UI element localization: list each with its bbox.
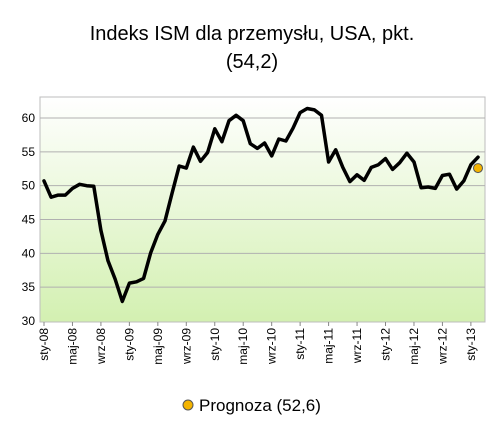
x-tick-label: wrz-12 [435, 328, 449, 365]
forecast-point [473, 163, 483, 174]
x-tick-label: wrz-10 [265, 328, 279, 365]
y-tick-label: 50 [22, 179, 36, 193]
y-tick-label: 40 [22, 246, 36, 260]
y-tick-label: 35 [22, 280, 36, 294]
chart-subtitle: (54,2) [226, 51, 278, 73]
x-tick-label: sty-10 [208, 328, 222, 361]
series-layer [42, 106, 483, 304]
x-tick-label: maj-10 [236, 328, 250, 365]
legend: Prognoza (52,6) [182, 396, 321, 415]
x-tick-label: sty-12 [379, 328, 393, 361]
x-axis-ticks: sty-08 maj-08 wrz-08 sty-09 maj-09 wrz-09 sty-… [37, 322, 478, 365]
legend-label: Prognoza (52,6) [199, 396, 321, 415]
y-tick-label: 45 [22, 213, 36, 227]
x-tick-label: sty-13 [464, 328, 478, 361]
x-tick-label: wrz-08 [94, 328, 108, 365]
x-tick-label: maj-08 [65, 328, 79, 365]
x-tick-label: maj-09 [151, 328, 165, 365]
x-tick-label: sty-08 [37, 328, 51, 361]
x-tick-label: wrz-09 [179, 328, 193, 365]
y-axis-ticks: 30 35 40 45 50 55 60 [22, 111, 36, 328]
plot-area [39, 96, 486, 323]
ism-series-line [42, 106, 480, 304]
chart-title: Indeks ISM dla przemysłu, USA, pkt. [90, 23, 415, 45]
x-tick-label: maj-12 [407, 328, 421, 365]
gridlines [40, 117, 485, 288]
y-tick-label: 55 [22, 145, 36, 159]
x-tick-label: sty-09 [122, 328, 136, 361]
x-tick-label: wrz-11 [350, 328, 364, 364]
x-tick-label: maj-11 [322, 328, 336, 364]
y-tick-label: 60 [22, 111, 36, 125]
legend-marker [182, 399, 194, 411]
x-tick-label: sty-11 [293, 328, 307, 360]
y-tick-label: 30 [22, 314, 36, 328]
